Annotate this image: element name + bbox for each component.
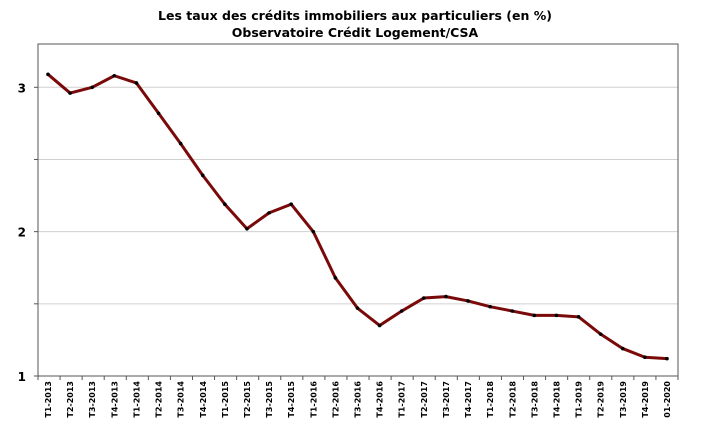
- chart-subtitle: Observatoire Crédit Logement/CSA: [232, 25, 479, 40]
- x-tick-label: T2-2018: [508, 381, 517, 418]
- x-tick-label: T4-2019: [641, 381, 650, 418]
- x-tick-label: T3-2014: [177, 381, 186, 418]
- x-tick-label: T2-2017: [420, 381, 429, 418]
- x-tick-label: T3-2019: [619, 381, 628, 418]
- x-tick-label: T1-2017: [398, 381, 407, 418]
- data-point: [333, 276, 338, 280]
- series-line-path: [47, 73, 668, 361]
- y-tick-label: 3: [18, 81, 26, 95]
- x-tick-label: 01-2020: [663, 381, 672, 418]
- data-point: [554, 313, 559, 318]
- x-tick-label: T1-2016: [309, 381, 318, 418]
- x-tick-label: T1-2018: [486, 381, 495, 418]
- x-tick-label: T4-2018: [552, 381, 561, 418]
- x-tick-label: T2-2013: [66, 381, 75, 418]
- x-tick-label: T4-2014: [199, 381, 208, 418]
- data-point: [399, 309, 404, 313]
- x-tick-label: T4-2013: [110, 381, 119, 418]
- x-tick-label: T2-2014: [155, 381, 164, 418]
- plot-area: [37, 43, 679, 377]
- data-point: [46, 72, 50, 77]
- data-point: [112, 73, 117, 78]
- x-tick-label: T4-2015: [287, 381, 296, 418]
- data-point: [377, 323, 382, 328]
- data-point: [200, 173, 205, 178]
- data-point: [267, 211, 271, 215]
- data-point: [355, 306, 360, 310]
- y-tick-label: 1: [18, 370, 26, 384]
- data-point: [510, 309, 515, 313]
- data-point: [134, 81, 139, 85]
- data-point: [90, 85, 95, 90]
- data-point: [422, 296, 426, 300]
- data-point: [665, 356, 669, 361]
- x-tick-label: T3-2015: [265, 381, 274, 418]
- series-line: [46, 72, 669, 361]
- chart-title: Les taux des crédits immobiliers aux par…: [158, 8, 552, 23]
- y-axis: 1 2 3: [18, 81, 38, 384]
- data-point: [532, 313, 537, 318]
- x-tick-label: T2-2019: [597, 381, 606, 418]
- x-tick-label: T3-2013: [88, 381, 97, 418]
- x-tick-label: T1-2014: [132, 381, 141, 418]
- data-point: [598, 332, 603, 336]
- data-point: [223, 202, 227, 207]
- x-tick-label: T2-2016: [331, 381, 340, 418]
- x-tick-label: T2-2015: [243, 381, 252, 418]
- x-tick-label: T1-2019: [575, 381, 584, 418]
- x-axis: T1-2013 T2-2013 T3-2013 T4-2013 T1-2014 T2-20…: [37, 376, 679, 418]
- x-tick-label: T4-2016: [376, 381, 385, 418]
- data-point: [245, 226, 249, 231]
- data-point: [444, 294, 448, 299]
- data-point: [643, 355, 647, 360]
- x-tick-label: T1-2013: [44, 381, 53, 418]
- x-tick-label: T1-2015: [221, 381, 230, 418]
- data-point: [466, 299, 470, 303]
- x-tick-label: T3-2016: [354, 381, 363, 418]
- x-tick-label: T4-2017: [464, 381, 473, 418]
- data-point: [488, 304, 492, 309]
- x-tick-label: T3-2018: [530, 381, 539, 418]
- data-point: [289, 202, 293, 207]
- data-point: [178, 141, 183, 146]
- data-point: [68, 91, 72, 95]
- gridlines: [38, 86, 678, 305]
- data-point: [156, 111, 161, 116]
- data-point: [311, 229, 316, 234]
- data-point: [576, 315, 581, 319]
- data-point: [620, 346, 625, 351]
- y-tick-label: 2: [18, 226, 26, 240]
- x-tick-label: T3-2017: [442, 381, 451, 418]
